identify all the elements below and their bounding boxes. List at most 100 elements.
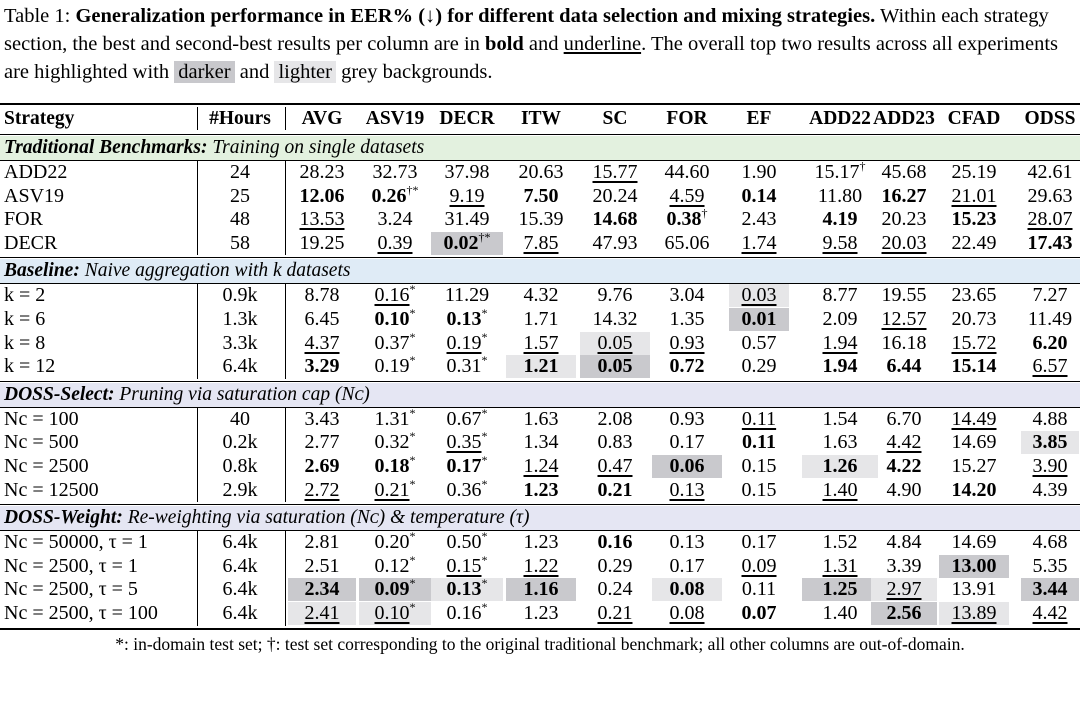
- table-footnote: *: in-domain test set; †: test set corre…: [115, 633, 965, 654]
- table-cell: 14.69: [939, 431, 1009, 454]
- table-cell: 0.15*: [431, 554, 503, 578]
- cell-value: 0.9k: [222, 284, 258, 307]
- table-row: Nc = 100 40 3.43 1.31* 0.67* 1.63 2.08 0.93 0.11…: [0, 405, 1080, 431]
- table-cell: 3.3k: [196, 332, 284, 355]
- cell-value: 1.57: [523, 331, 559, 354]
- column-separator: [285, 107, 286, 130]
- table-row: Nc = 50000, τ = 1 6.4k 2.81 0.20* 0.50* 1.23 0…: [0, 529, 1080, 554]
- cell-value: 12.06: [299, 184, 345, 207]
- cell-value: 2.41: [304, 602, 340, 624]
- cell-value: 2.97: [886, 578, 922, 601]
- cell-value: 0.38: [666, 208, 702, 231]
- caption-text-1: Within each strategy section, the best a…: [4, 5, 1049, 55]
- table-cell: 7.85: [506, 232, 576, 255]
- cell-value: 0.15: [741, 455, 777, 477]
- cell-value: 16.18: [881, 331, 927, 354]
- cell-superscript: *: [409, 529, 416, 544]
- cell-value: 4.39: [1032, 478, 1068, 501]
- cell-superscript: *: [409, 600, 416, 614]
- table-cell: 0.26†*: [359, 184, 431, 208]
- cell-value: 1.22: [523, 554, 559, 577]
- cell-value: 8.77: [822, 284, 858, 307]
- table-cell: 9.58: [802, 232, 878, 255]
- column-separator: [197, 107, 198, 130]
- section-name: Baseline:: [4, 260, 80, 282]
- table-cell: 0.13: [652, 531, 722, 554]
- cell-value: 0.32: [374, 431, 410, 454]
- caption-bold-word: bold: [485, 33, 524, 55]
- table-cell: 8.77: [802, 284, 878, 307]
- cell-value: 0.50: [446, 531, 482, 554]
- table-cell: 0.93: [652, 408, 722, 431]
- table-cell: 1.25: [802, 578, 878, 602]
- column-header: EF: [746, 108, 772, 129]
- cell-superscript: †: [701, 206, 708, 221]
- table-cell: 0.09: [729, 555, 789, 578]
- cell-value: 0.15: [446, 554, 482, 577]
- cell-value: 0.16: [597, 531, 633, 554]
- table-cell: 16.27: [871, 185, 937, 208]
- table-cell: 2.56: [871, 602, 937, 625]
- table-cell: 20.73: [939, 308, 1009, 331]
- cell-value: 15.39: [518, 208, 564, 231]
- table-cell: 0.10*: [359, 600, 431, 625]
- table-cell: 47.93: [580, 232, 650, 255]
- cell-superscript: *: [409, 405, 416, 420]
- cell-value: 4.84: [886, 531, 922, 554]
- table-cell: 0.57: [729, 332, 789, 355]
- cell-value: 0.12: [374, 554, 410, 577]
- column-header: #Hours: [209, 108, 271, 129]
- cell-value: 40: [230, 407, 250, 430]
- cell-value: 1.52: [822, 531, 858, 554]
- table-cell: 0.13*: [431, 307, 503, 331]
- cell-value: 20.73: [951, 308, 997, 330]
- cell-value: 0.05: [597, 331, 633, 354]
- table-cell: 14.68: [580, 208, 650, 231]
- cell-value: 4.19: [822, 208, 858, 231]
- cell-value: 1.94: [822, 331, 858, 354]
- cell-superscript: *: [409, 453, 416, 467]
- table-cell: 0.03: [729, 284, 789, 308]
- cell-value: 0.26: [371, 184, 407, 207]
- cell-value: 13.89: [951, 602, 997, 624]
- table-cell: 28.23: [288, 161, 356, 184]
- cell-value: 0.31: [446, 355, 482, 378]
- table-cell: 1.24: [506, 455, 576, 478]
- cell-value: 1.31: [374, 407, 410, 430]
- cell-superscript: *: [409, 353, 416, 368]
- cell-value: 0.83: [597, 431, 633, 454]
- cell-value: 0.02: [443, 231, 479, 254]
- table-cell: 0.37*: [359, 331, 431, 355]
- table-cell: 0.39: [359, 232, 431, 255]
- cell-value: 0.15: [741, 478, 777, 501]
- table-cell: 2.43: [729, 208, 789, 231]
- cell-value: 0.19: [446, 331, 482, 354]
- table-cell: 13.89: [939, 602, 1009, 625]
- table-cell: 21.01: [939, 185, 1009, 208]
- cell-value: 1.16: [523, 578, 559, 601]
- section-header: DOSS-Weight: Re-weighting via saturation…: [0, 506, 1080, 531]
- table-cell: 0.50*: [431, 530, 503, 554]
- cell-value: 7.27: [1032, 284, 1068, 307]
- table-cell: 15.77: [580, 161, 650, 184]
- table-cell: 6.4k: [196, 355, 284, 378]
- cell-superscript: *: [409, 476, 416, 491]
- cell-value: 7.50: [523, 184, 559, 207]
- table-row: Nc = 500 0.2k 2.77 0.32* 0.35* 1.34 0.83 0.17 0.…: [0, 430, 1080, 455]
- section-header: DOSS-Select: Pruning via saturation cap …: [0, 382, 1080, 407]
- cell-value: 0.11: [741, 407, 777, 430]
- row-label: DECR: [4, 231, 58, 254]
- table-cell: 0.35*: [431, 430, 503, 454]
- cell-value: 1.94: [822, 355, 858, 378]
- cell-value: 0.67: [446, 407, 482, 430]
- cell-value: 15.14: [951, 355, 997, 378]
- column-separator: [197, 531, 198, 626]
- table-cell: 19.55: [871, 284, 937, 307]
- column-separator: [197, 161, 198, 256]
- cell-value: 0.14: [741, 184, 777, 207]
- table-cell: 8.78: [288, 284, 356, 307]
- cell-value: 0.21: [597, 478, 633, 501]
- caption-title: Generalization performance in EER% (↓) f…: [75, 5, 876, 27]
- table-cell: 1.16: [506, 578, 576, 602]
- cell-value: 58: [230, 231, 250, 254]
